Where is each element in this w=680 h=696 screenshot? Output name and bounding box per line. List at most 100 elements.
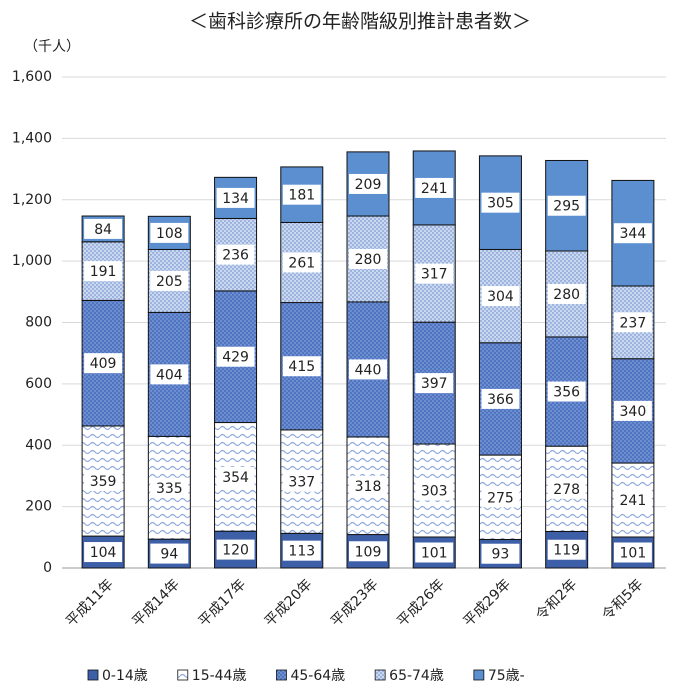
- value-label: 108: [156, 226, 183, 242]
- value-label: 340: [620, 404, 647, 420]
- value-label: 119: [553, 543, 580, 559]
- value-label-box: [84, 261, 123, 282]
- value-label: 335: [156, 481, 183, 497]
- legend-swatch: [473, 669, 485, 681]
- value-label-box: [349, 359, 387, 380]
- legend-swatch: [87, 669, 99, 681]
- value-label-box: [150, 543, 189, 564]
- value-label: 261: [288, 256, 315, 272]
- value-label-box: [481, 543, 520, 564]
- value-label: 280: [553, 287, 580, 303]
- y-tick-label: 200: [25, 499, 52, 515]
- y-tick-label: 600: [25, 376, 52, 392]
- value-label-box: [613, 400, 652, 421]
- y-tick-label: 800: [25, 315, 52, 331]
- x-tick-label: 令和2年: [533, 576, 580, 623]
- value-label: 359: [90, 474, 117, 490]
- value-label: 209: [355, 177, 382, 193]
- value-label-box: [547, 195, 586, 216]
- value-label-box: [216, 346, 255, 367]
- value-label: 101: [620, 546, 647, 562]
- value-label-box: [613, 542, 652, 563]
- value-label-box: [349, 173, 387, 194]
- value-label-box: [84, 542, 123, 563]
- value-label: 94: [160, 547, 178, 563]
- value-label: 295: [553, 199, 580, 215]
- value-label-box: [547, 283, 586, 304]
- x-tick-label: 令和5年: [599, 576, 646, 623]
- value-label: 440: [355, 362, 382, 378]
- x-tick-label: 平成26年: [394, 576, 448, 630]
- value-label-box: [84, 471, 123, 492]
- y-tick-label: 1,400: [12, 130, 52, 146]
- y-tick-label: 0: [43, 560, 52, 576]
- value-label-box: [84, 353, 123, 374]
- value-label-box: [216, 539, 255, 560]
- value-label-box: [349, 248, 387, 269]
- y-tick-label: 400: [25, 437, 52, 453]
- value-label-box: [613, 312, 652, 333]
- value-label: 366: [487, 392, 514, 408]
- value-label: 397: [421, 376, 448, 392]
- value-label: 415: [288, 359, 315, 375]
- value-label-box: [481, 487, 520, 508]
- value-label: 241: [421, 181, 448, 197]
- legend-label: 45-64歳: [290, 668, 345, 684]
- value-label-box: [150, 270, 189, 291]
- y-tick-label: 1,200: [12, 192, 52, 208]
- value-label: 84: [94, 222, 112, 238]
- value-label: 305: [487, 196, 514, 212]
- value-label: 236: [222, 248, 249, 264]
- value-label: 354: [222, 470, 249, 486]
- legend-label: 65-74歳: [389, 668, 444, 684]
- value-label-box: [415, 373, 454, 394]
- legend-swatch: [276, 669, 287, 681]
- value-label-box: [349, 541, 387, 562]
- value-label: 404: [156, 367, 183, 383]
- value-label-box: [150, 364, 189, 385]
- x-tick-label: 平成11年: [63, 576, 117, 630]
- value-label: 109: [355, 544, 382, 560]
- value-label-box: [282, 184, 321, 205]
- value-label: 337: [288, 475, 315, 491]
- value-label-box: [481, 286, 520, 307]
- value-label: 278: [553, 482, 580, 498]
- value-label-box: [150, 222, 189, 243]
- value-label: 303: [421, 484, 448, 500]
- x-tick-label: 平成29年: [460, 576, 514, 630]
- x-tick-label: 平成14年: [129, 576, 183, 630]
- value-label-box: [216, 187, 255, 208]
- legend-label: 0-14歳: [102, 668, 148, 684]
- value-label: 101: [421, 546, 448, 562]
- value-label: 120: [222, 543, 249, 559]
- value-label: 275: [487, 490, 514, 506]
- value-label: 344: [620, 226, 647, 242]
- y-axis-label: （千人）: [24, 39, 80, 55]
- value-label-box: [415, 177, 454, 198]
- value-label-box: [216, 466, 255, 487]
- value-label: 134: [222, 191, 249, 207]
- y-tick-label: 1,000: [12, 253, 52, 269]
- y-tick-label: 1,600: [12, 69, 52, 85]
- value-label-box: [150, 477, 189, 498]
- value-label-box: [547, 381, 586, 402]
- value-label-box: [349, 475, 387, 496]
- value-label: 318: [355, 479, 382, 495]
- value-label: 280: [355, 252, 382, 268]
- value-label-box: [415, 542, 454, 563]
- value-label-box: [547, 478, 586, 499]
- x-tick-label: 平成20年: [262, 576, 316, 630]
- legend-swatch: [177, 669, 189, 681]
- value-label-box: [415, 480, 454, 501]
- value-label: 429: [222, 350, 249, 366]
- value-label: 237: [620, 315, 647, 331]
- value-label-box: [547, 539, 586, 560]
- value-label: 241: [620, 493, 647, 509]
- value-label: 205: [156, 274, 183, 290]
- value-label: 104: [90, 545, 117, 561]
- value-label-box: [282, 252, 321, 273]
- value-label-box: [216, 244, 255, 265]
- value-label-box: [415, 263, 454, 284]
- value-label: 356: [553, 385, 580, 401]
